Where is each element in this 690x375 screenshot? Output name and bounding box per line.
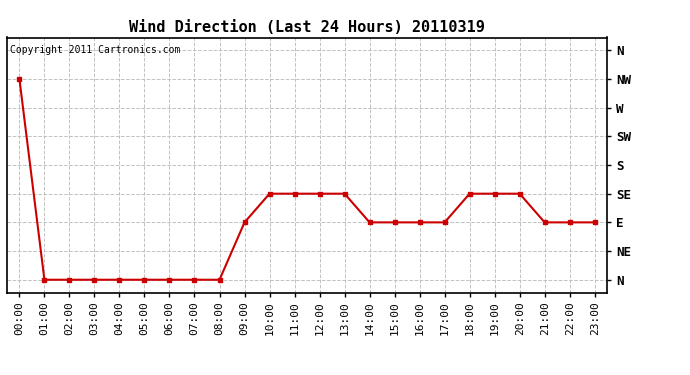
Text: Copyright 2011 Cartronics.com: Copyright 2011 Cartronics.com	[10, 45, 180, 55]
Title: Wind Direction (Last 24 Hours) 20110319: Wind Direction (Last 24 Hours) 20110319	[129, 20, 485, 35]
